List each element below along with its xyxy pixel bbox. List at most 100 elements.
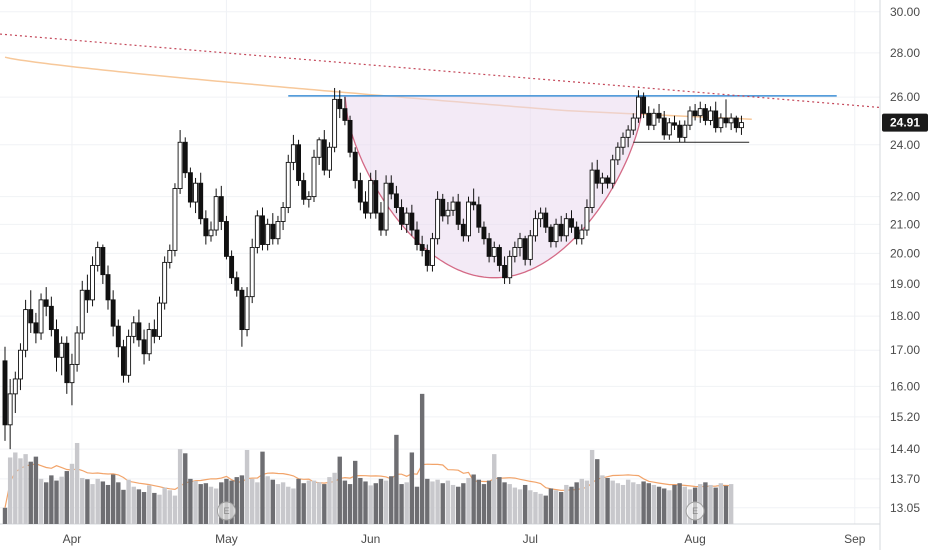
candle bbox=[254, 210, 260, 254]
candle-body bbox=[430, 238, 435, 266]
candle-body bbox=[682, 124, 688, 138]
candle-body bbox=[157, 302, 162, 337]
earnings-marker bbox=[685, 501, 705, 521]
candle bbox=[2, 346, 8, 441]
candle-body bbox=[553, 223, 559, 243]
candle-body bbox=[229, 255, 235, 279]
candle bbox=[486, 232, 492, 263]
candle bbox=[285, 154, 291, 214]
candle bbox=[718, 113, 724, 133]
candle-body bbox=[2, 360, 8, 426]
candle-body bbox=[182, 141, 188, 174]
candle-body bbox=[218, 196, 224, 222]
volume-bar bbox=[378, 478, 384, 524]
volume-bar bbox=[512, 487, 518, 524]
candle-body bbox=[708, 110, 713, 121]
candle bbox=[574, 221, 580, 245]
candle bbox=[569, 210, 574, 233]
candle-body bbox=[100, 247, 106, 276]
candle-body bbox=[496, 247, 502, 266]
volume-bar bbox=[275, 484, 281, 524]
candle bbox=[460, 218, 466, 242]
candle bbox=[74, 326, 80, 372]
candle-body bbox=[656, 112, 662, 119]
candle-body bbox=[239, 289, 245, 331]
y-tick-label: 21.00 bbox=[890, 217, 920, 231]
candle-body bbox=[594, 169, 600, 184]
candle bbox=[378, 202, 384, 236]
volume-bar bbox=[445, 480, 451, 524]
candle-body bbox=[12, 378, 18, 395]
x-tick-label: Sep bbox=[844, 532, 866, 546]
volume-bar bbox=[543, 495, 548, 524]
volume-bar bbox=[656, 486, 662, 524]
candle-body bbox=[84, 289, 90, 301]
candle bbox=[260, 207, 265, 251]
candle bbox=[275, 215, 281, 245]
candle bbox=[234, 271, 240, 297]
volume-bar bbox=[342, 480, 348, 524]
candle bbox=[100, 244, 106, 284]
volume-bar bbox=[667, 490, 672, 524]
volume-bar bbox=[373, 483, 378, 524]
volume-bar bbox=[162, 487, 167, 524]
candle bbox=[7, 378, 13, 450]
candle bbox=[213, 188, 219, 236]
candle bbox=[193, 177, 199, 214]
candle bbox=[594, 159, 600, 189]
candle bbox=[702, 103, 708, 126]
volume-bar bbox=[141, 492, 147, 524]
candle-body bbox=[533, 218, 538, 237]
candle-body bbox=[558, 223, 564, 237]
candle bbox=[605, 175, 610, 189]
volume-bar bbox=[533, 492, 538, 524]
candle bbox=[471, 188, 477, 211]
volume-bar bbox=[636, 484, 641, 524]
candle-body bbox=[280, 207, 286, 222]
axis-labels: 30.00 28.00 26.00 24.00 22.00 21.00 20.00 19.00… bbox=[63, 5, 921, 546]
candle bbox=[548, 224, 554, 248]
candle-body bbox=[187, 172, 193, 203]
candle-body bbox=[270, 223, 276, 240]
candle-body bbox=[115, 325, 121, 348]
volume-bar bbox=[18, 458, 23, 524]
candle-body bbox=[460, 223, 466, 237]
candle bbox=[270, 213, 276, 245]
candle bbox=[373, 170, 379, 219]
candle-body bbox=[254, 215, 260, 248]
y-tick-label: 24.00 bbox=[890, 138, 920, 152]
candle-body bbox=[636, 96, 641, 119]
candle-body bbox=[486, 238, 492, 257]
candle bbox=[419, 235, 425, 257]
candle-body bbox=[713, 110, 719, 129]
candle-body bbox=[584, 207, 590, 231]
candle-body bbox=[692, 110, 698, 117]
volume-bar bbox=[383, 480, 389, 524]
y-tick-label: 18.00 bbox=[890, 309, 920, 323]
candle bbox=[229, 250, 235, 284]
volume-bar bbox=[250, 478, 255, 524]
volume-bar bbox=[456, 486, 461, 524]
candle-body bbox=[342, 108, 348, 121]
candle-body bbox=[569, 218, 574, 228]
volume-bar bbox=[296, 478, 301, 524]
candle-body bbox=[481, 226, 487, 240]
y-tick-label: 28.00 bbox=[890, 46, 920, 60]
candle bbox=[342, 97, 348, 126]
volume-bar bbox=[579, 478, 584, 524]
candle-body bbox=[625, 129, 631, 138]
candle bbox=[666, 118, 672, 140]
candle-body bbox=[512, 247, 518, 257]
candle-body bbox=[399, 207, 404, 225]
overlays bbox=[0, 33, 881, 508]
candle bbox=[95, 241, 101, 272]
candle-body bbox=[213, 196, 219, 231]
volume-bar bbox=[152, 492, 157, 524]
volume-bar bbox=[538, 493, 543, 524]
candle-body bbox=[33, 322, 39, 334]
y-tick-label: 14.40 bbox=[890, 442, 920, 456]
candle-body bbox=[491, 247, 497, 257]
volume-bar bbox=[286, 486, 291, 524]
volume-bar bbox=[672, 484, 677, 524]
candle-body bbox=[368, 180, 374, 214]
